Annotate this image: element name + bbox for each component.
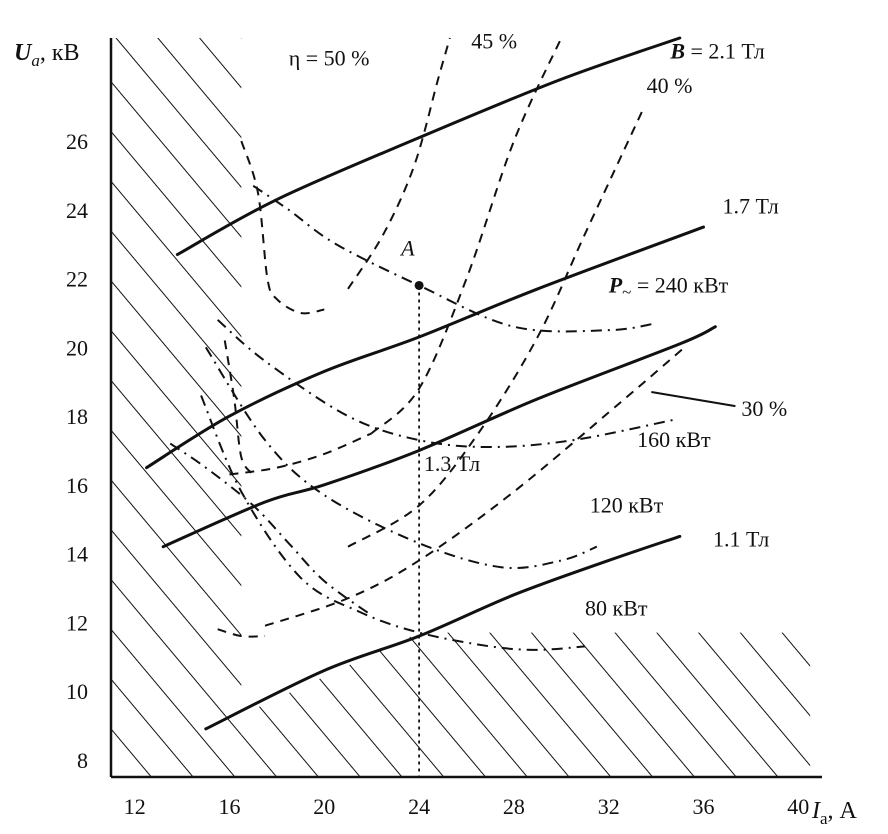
efficiency-line-label: η = 50 % bbox=[289, 45, 370, 70]
field-line-2 bbox=[145, 225, 705, 470]
operating-point-label: A bbox=[399, 235, 415, 260]
y-tick-label: 10 bbox=[66, 679, 88, 704]
field-line-1 bbox=[175, 36, 682, 257]
power-line-2 bbox=[216, 319, 676, 449]
efficiency-line-7 bbox=[223, 340, 255, 476]
power-line-5 bbox=[169, 442, 373, 617]
label-pointer bbox=[651, 391, 736, 408]
x-tick-label: 36 bbox=[693, 794, 715, 819]
y-axis-subscript: a bbox=[31, 51, 40, 70]
x-axis-unit: , А bbox=[828, 798, 858, 824]
efficiency-line-4 bbox=[264, 346, 686, 627]
x-tick-label: 32 bbox=[598, 794, 620, 819]
power-line-label: 120 кВт bbox=[590, 492, 664, 517]
x-tick-label: 12 bbox=[124, 794, 146, 819]
efficiency-line-label: 40 % bbox=[647, 73, 693, 98]
field-line-label: 1.3 Тл bbox=[424, 451, 480, 476]
field-line-label: B = 2.1 Тл bbox=[669, 39, 764, 64]
power-line-label: 80 кВт bbox=[585, 595, 648, 620]
y-tick-label: 22 bbox=[66, 267, 88, 292]
efficiency-line-1 bbox=[347, 37, 451, 290]
power-line-label: P~ = 240 кВт bbox=[608, 272, 729, 301]
tick-labels: 12 16 20 24 28 32 36 40 8 10 12 14 16 18 20 22 24 26 bbox=[66, 129, 809, 819]
efficiency-line-label: 45 % bbox=[471, 28, 517, 53]
power-line-3 bbox=[204, 346, 598, 569]
efficiency-line-6 bbox=[240, 140, 325, 315]
curves bbox=[145, 36, 717, 777]
field-line-label: 1.1 Тл bbox=[713, 527, 769, 552]
y-tick-label: 8 bbox=[77, 748, 88, 773]
field-line-label: 1.7 Тл bbox=[722, 193, 778, 218]
y-tick-label: 18 bbox=[66, 404, 88, 429]
y-axis-unit: , кВ bbox=[40, 40, 80, 66]
y-tick-label: 12 bbox=[66, 610, 88, 635]
efficiency-line-3 bbox=[347, 106, 646, 548]
operating-point-marker bbox=[414, 280, 424, 290]
efficiency-line-5 bbox=[229, 432, 373, 476]
power-line-label: 160 кВт bbox=[637, 427, 711, 452]
x-tick-label: 24 bbox=[408, 794, 430, 819]
field-line-3 bbox=[161, 325, 717, 549]
field-line-4 bbox=[204, 534, 682, 731]
x-axis-title: Ia, А bbox=[811, 798, 858, 828]
efficiency-line-8 bbox=[217, 628, 266, 638]
efficiency-line-2 bbox=[371, 37, 563, 435]
x-tick-label: 28 bbox=[503, 794, 525, 819]
x-tick-label: 40 bbox=[787, 794, 809, 819]
efficiency-line-label: 30 % bbox=[741, 396, 787, 421]
power-line-4 bbox=[200, 395, 586, 651]
x-tick-label: 16 bbox=[219, 794, 241, 819]
x-axis-subscript: a bbox=[820, 809, 828, 828]
y-tick-label: 16 bbox=[66, 473, 88, 498]
y-tick-label: 24 bbox=[66, 198, 88, 223]
forbidden-regions bbox=[111, 38, 811, 777]
y-tick-label: 14 bbox=[66, 542, 88, 567]
x-axis-symbol: I bbox=[811, 798, 821, 824]
hatched-region-left bbox=[111, 38, 242, 777]
y-axis-symbol: U bbox=[14, 40, 33, 66]
curve-labels: B = 2.1 Тл 1.7 Тл 1.3 Тл 1.1 Тл η = 50 % 45 %… bbox=[289, 28, 787, 620]
y-tick-label: 26 bbox=[66, 129, 88, 154]
x-tick-label: 20 bbox=[313, 794, 335, 819]
y-axis-title: Ua, кВ bbox=[14, 40, 80, 70]
hatched-region-bottom bbox=[241, 632, 811, 777]
y-tick-label: 20 bbox=[66, 335, 88, 360]
